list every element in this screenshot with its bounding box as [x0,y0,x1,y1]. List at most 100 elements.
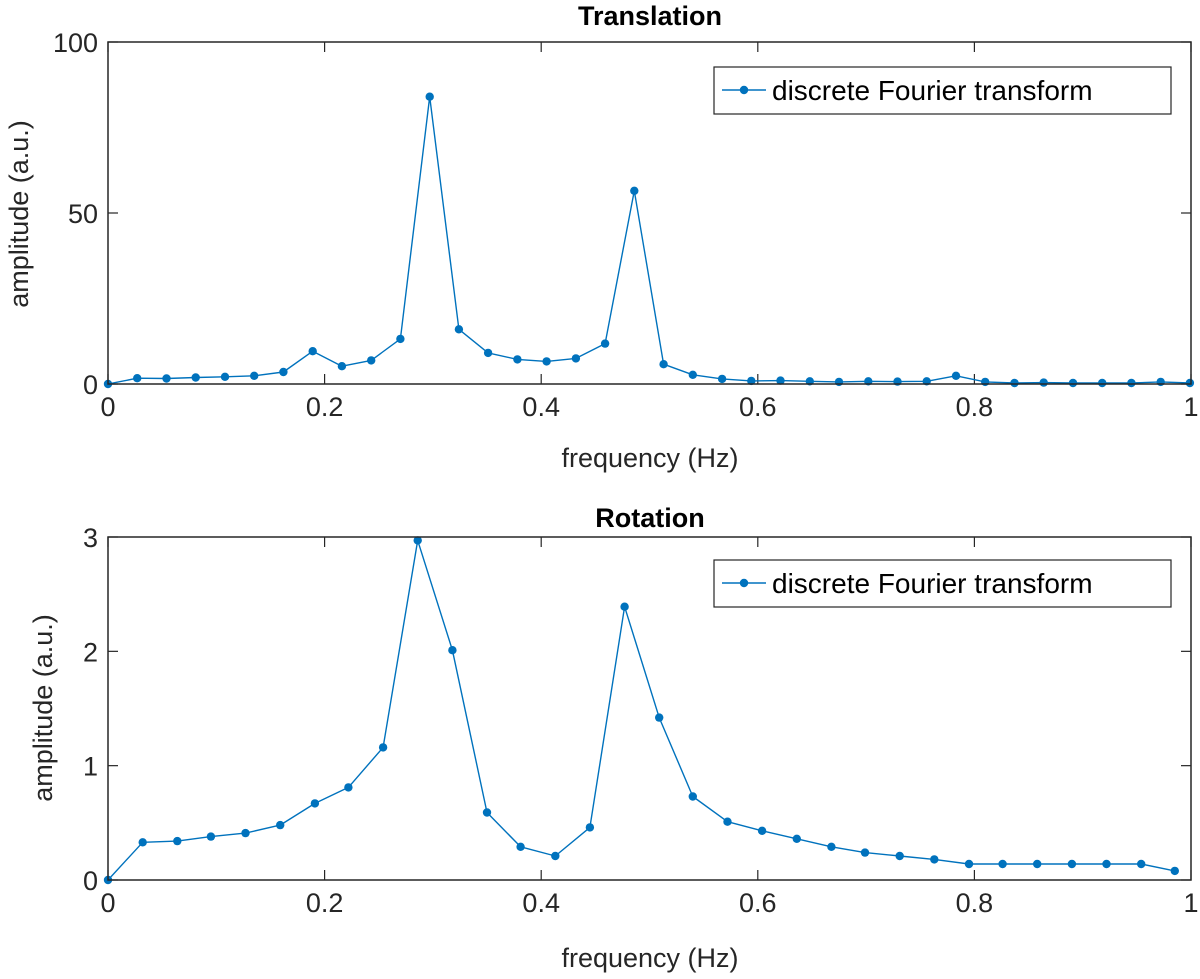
x-tick-label: 0.6 [739,888,777,918]
data-point [425,92,434,101]
data-point [717,374,727,384]
data-point [964,859,974,869]
data-point [516,842,525,851]
data-point [688,370,697,379]
series-layer [103,92,1195,389]
data-point [337,362,347,371]
chart-title: Rotation [595,503,704,533]
data-point [585,823,595,832]
translation-panel: Translation amplitude (a.u.) frequency (… [4,1,1199,473]
y-tick-label: 0 [83,370,98,400]
y-tick-label: 100 [53,28,98,58]
data-point [482,808,492,817]
data-point [747,376,756,386]
data-point [1010,378,1019,388]
legend: discrete Fourier transform [713,559,1172,608]
data-point [378,743,388,752]
x-tick-label: 0.4 [522,888,560,918]
x-tick-label: 1 [1183,392,1198,422]
data-point [551,851,560,861]
data-point [1068,378,1078,388]
series-line [107,95,1190,385]
data-point [191,373,200,382]
x-tick-label: 0.2 [306,888,344,918]
data-point [600,339,610,348]
data-point [308,347,317,356]
data-point [513,355,522,364]
data-point [173,836,182,846]
data-point [655,713,664,722]
data-point [688,792,697,801]
data-point [276,820,285,830]
data-point [241,828,250,838]
x-tick-label: 0.8 [956,888,994,918]
data-point [367,356,376,365]
legend-box [713,559,1172,608]
data-point [620,602,629,611]
data-point [630,186,639,195]
data-point [792,834,801,843]
y-axis-label: amplitude (a.u.) [4,120,34,308]
data-point [998,859,1007,869]
data-point [827,842,836,851]
x-axis-label: frequency (Hz) [561,443,738,473]
data-point [1137,859,1146,869]
y-tick-label: 0 [83,866,98,896]
data-point [659,360,668,369]
y-tick-label: 2 [83,637,98,667]
legend: discrete Fourier transform [713,66,1172,115]
x-tick-label: 0 [100,392,115,422]
legend-marker-swatch [739,85,749,95]
data-point [220,372,230,381]
data-point [1170,866,1180,876]
legend-label: discrete Fourier transform [772,75,1093,106]
x-tick-label: 0.6 [739,392,777,422]
data-point [344,783,353,792]
chart-title: Translation [578,1,722,31]
x-tick-label: 0.4 [522,392,560,422]
data-point [571,354,581,363]
data-point [860,848,870,857]
data-point [1127,378,1136,388]
x-tick-label: 0 [100,888,115,918]
data-point [834,377,844,387]
tick-layer: 0 0.2 0.4 0.6 0.8 1 0 50 100 [53,28,1199,422]
data-point [310,799,320,808]
data-point [981,377,990,387]
data-point [542,357,551,366]
y-tick-label: 1 [83,752,98,782]
tick-layer: 0 0.2 0.4 0.6 0.8 1 0 1 2 3 [83,523,1199,918]
data-point [413,536,422,545]
data-point [1102,859,1111,869]
data-point [448,646,457,655]
data-point [279,367,288,377]
data-point [776,376,785,385]
data-point [1156,377,1165,387]
data-point [133,374,142,383]
data-point [1185,378,1195,388]
data-point [1098,378,1107,388]
data-point [757,826,767,835]
data-point [1067,859,1077,869]
series-line [107,539,1175,881]
data-point [454,325,464,334]
y-axis-label: amplitude (a.u.) [28,614,58,802]
legend-box [713,66,1172,115]
data-point [723,817,732,826]
x-tick-label: 0.8 [956,392,994,422]
x-axis-label: frequency (Hz) [561,943,738,973]
series-layer [103,536,1180,885]
data-point [250,371,259,380]
data-point [162,374,171,383]
data-point [1033,859,1042,869]
data-point [206,832,216,841]
data-point [930,855,939,864]
legend-label: discrete Fourier transform [772,568,1093,599]
legend-marker-swatch [739,578,749,588]
x-tick-label: 1 [1183,888,1198,918]
y-tick-label: 3 [83,523,98,553]
data-point [951,371,961,380]
data-point [895,851,904,861]
y-tick-label: 50 [68,199,98,229]
